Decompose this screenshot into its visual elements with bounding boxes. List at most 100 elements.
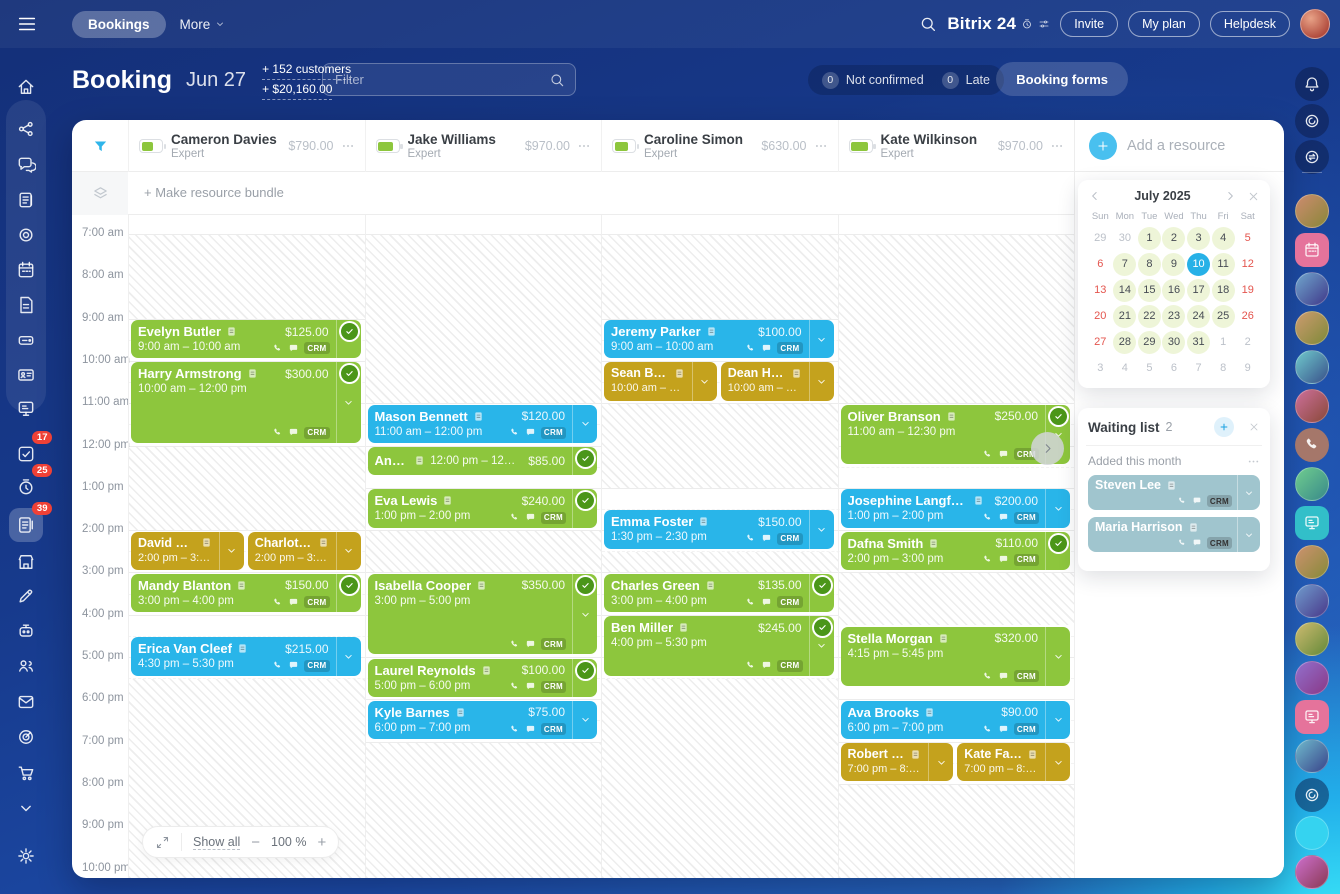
show-all-link[interactable]: Show all [193, 834, 241, 850]
phone-icon[interactable] [745, 597, 756, 608]
booking-event[interactable]: Dafna Smith $110.00 2:00 pm – 3:00 pm CRM [840, 531, 1070, 570]
phone-icon[interactable] [982, 724, 993, 735]
chat-icon[interactable] [525, 512, 536, 523]
calendar-day[interactable]: 21 [1113, 305, 1137, 328]
phone-icon[interactable] [745, 660, 756, 671]
sidebar-tasks[interactable]: 17 [9, 431, 52, 471]
chat-icon[interactable] [1192, 496, 1202, 506]
phone-icon[interactable] [982, 449, 993, 460]
calendar-day[interactable]: 8 [1220, 362, 1227, 374]
layers-button[interactable] [72, 172, 128, 215]
user-avatar[interactable] [1295, 584, 1329, 618]
expand-event-button[interactable] [335, 362, 361, 443]
chat-icon[interactable] [1192, 538, 1202, 548]
booking-event[interactable]: Robert H...7:00 pm – 8:00 p [840, 743, 954, 782]
chat-icon[interactable] [288, 660, 299, 671]
phone-icon[interactable] [982, 554, 993, 565]
waiting-list-item[interactable]: Steven Lee CRM [1088, 475, 1260, 510]
booking-event[interactable]: Kyle Barnes $75.00 6:00 pm – 7:00 pm CRM [367, 700, 597, 740]
booking-event[interactable]: Ben Miller $245.00 4:00 pm – 5:30 pm CRM [604, 616, 834, 676]
sidebar-sign[interactable] [9, 392, 43, 426]
user-avatar[interactable] [1295, 545, 1329, 579]
sidebar-workgroups[interactable] [9, 218, 43, 252]
phone-icon[interactable] [272, 343, 283, 354]
calendar-day[interactable]: 15 [1137, 279, 1161, 302]
chat-icon[interactable] [525, 681, 536, 692]
booking-event[interactable]: Mason Bennett $120.00 11:00 am – 12:00 pm C… [367, 404, 597, 443]
sidebar-store[interactable] [9, 545, 43, 579]
crm-badge[interactable]: CRM [540, 511, 566, 524]
phone-icon[interactable] [272, 427, 283, 438]
booking-event[interactable]: Dean Har...10:00 am – 11:00 [720, 362, 834, 401]
calendar-day[interactable]: 4 [1211, 227, 1235, 250]
zoom-out-button[interactable]: − [251, 833, 261, 851]
chat-icon[interactable] [288, 343, 299, 354]
calendar-day[interactable]: 3 [1097, 362, 1104, 374]
calendar-day[interactable]: 3 [1187, 227, 1211, 250]
my-plan-button[interactable]: My plan [1128, 11, 1200, 37]
calendar-day[interactable]: 30 [1162, 331, 1186, 354]
chat-icon[interactable] [525, 639, 536, 650]
close-calendar-icon[interactable] [1247, 190, 1260, 203]
phone-icon[interactable] [982, 671, 993, 682]
booking-event[interactable]: Laurel Reynolds $100.00 5:00 pm – 6:00 pm C… [367, 658, 597, 697]
phone-icon[interactable] [1177, 496, 1187, 506]
calendar-day[interactable]: 14 [1113, 279, 1137, 302]
expand-event-button[interactable] [1045, 489, 1070, 528]
expand-event-button[interactable] [691, 362, 717, 401]
filter-funnel-button[interactable] [72, 120, 128, 172]
sidebar-more[interactable] [9, 791, 43, 825]
expand-event-button[interactable] [572, 658, 597, 697]
chat-icon[interactable] [998, 512, 1009, 523]
calendar-day[interactable]: 4 [1121, 362, 1128, 374]
more-menu[interactable]: More [180, 17, 227, 32]
search-icon[interactable] [549, 72, 565, 88]
calendar-day[interactable]: 29 [1137, 331, 1161, 354]
booking-event[interactable]: Kate Faxon7:00 pm – 8:00 p [957, 743, 1070, 782]
user-avatar[interactable] [1295, 311, 1329, 345]
calendar-day[interactable]: 10 [1187, 253, 1211, 276]
crm-badge[interactable]: CRM [540, 680, 566, 693]
channel-board-tile[interactable] [1295, 700, 1329, 734]
booking-event[interactable]: Eva Lewis $240.00 1:00 pm – 2:00 pm CRM [367, 489, 597, 528]
booking-event[interactable]: Sean Baker10:00 am – 11:00 [604, 362, 717, 401]
phone-icon[interactable] [982, 512, 993, 523]
channel-board-tile[interactable] [1295, 506, 1329, 540]
calendar-day[interactable]: 18 [1211, 279, 1235, 302]
user-avatar[interactable] [1295, 739, 1329, 773]
waiting-group-menu-icon[interactable] [1247, 455, 1260, 468]
crm-badge[interactable]: CRM [304, 342, 330, 355]
crm-badge[interactable]: CRM [1013, 511, 1039, 524]
calendar-day[interactable]: 28 [1113, 331, 1137, 354]
sliders-icon[interactable] [1038, 18, 1050, 30]
phone-icon[interactable] [272, 660, 283, 671]
booking-event[interactable]: Isabella Cooper $350.00 3:00 pm – 5:00 pm C… [367, 573, 597, 655]
chat-icon[interactable] [761, 533, 772, 544]
zoom-in-button[interactable]: + [317, 833, 327, 851]
expand-event-button[interactable] [1045, 626, 1070, 687]
resource-column-header[interactable]: Kate Wilkinson Expert $970.00 [837, 120, 1075, 172]
booking-event[interactable]: Charles Green $135.00 3:00 pm – 4:00 pm CRM [604, 573, 834, 613]
calendar-day[interactable]: 23 [1162, 305, 1186, 328]
booking-event[interactable]: Josephine Langford $200.00 1:00 pm – 2:00 … [840, 489, 1070, 528]
expand-event-button[interactable] [808, 362, 834, 401]
sidebar-time[interactable]: 25 [9, 464, 52, 504]
phone-icon[interactable] [509, 427, 520, 438]
add-to-waiting-list-button[interactable] [1214, 417, 1234, 437]
current-date[interactable]: Jun 27 [186, 68, 247, 91]
sidebar-marketing[interactable] [9, 720, 43, 754]
resource-menu-icon[interactable] [1050, 139, 1064, 153]
not-confirmed-filter[interactable]: 0 Not confirmed [821, 71, 924, 89]
chat-icon[interactable] [761, 343, 772, 354]
sidebar-documents[interactable] [9, 288, 43, 322]
phone-icon[interactable] [509, 639, 520, 650]
next-month-button[interactable] [1223, 189, 1237, 203]
chat-icon[interactable] [761, 660, 772, 671]
crm-badge[interactable]: CRM [777, 532, 803, 545]
sidebar-drive[interactable] [9, 323, 43, 357]
notifications-button[interactable] [1295, 67, 1329, 101]
spiral-avatar[interactable] [1295, 778, 1329, 812]
resource-menu-icon[interactable] [577, 139, 591, 153]
calendar-day[interactable]: 6 [1097, 258, 1104, 270]
calendar-day[interactable]: 9 [1244, 362, 1251, 374]
